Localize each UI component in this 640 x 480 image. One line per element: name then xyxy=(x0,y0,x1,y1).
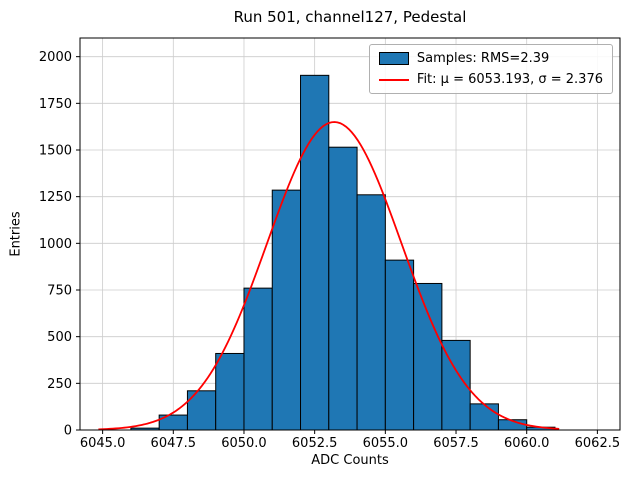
legend-row-samples: Samples: RMS=2.39 xyxy=(378,51,603,66)
histogram-bar xyxy=(271,189,302,431)
x-tick-label: 6062.5 xyxy=(575,436,621,451)
fit-line xyxy=(98,121,560,431)
x-axis-label: ADC Counts xyxy=(311,453,389,468)
histogram-bar xyxy=(215,352,245,431)
y-tick-label: 250 xyxy=(47,377,72,392)
histogram-swatch xyxy=(378,52,409,65)
histogram-bar xyxy=(243,287,273,431)
y-tick-label: 500 xyxy=(47,330,72,345)
histogram-bar xyxy=(328,146,358,431)
x-tick-label: 6045.0 xyxy=(80,436,126,451)
x-tick-label: 6052.5 xyxy=(292,436,338,451)
histogram-bar xyxy=(300,74,330,431)
y-axis-label: Entries xyxy=(8,211,24,257)
histogram-bar xyxy=(356,194,386,431)
fit-line-swatch xyxy=(378,78,409,81)
y-tick-label: 1000 xyxy=(39,237,72,252)
y-tick-label: 1750 xyxy=(39,97,72,112)
y-tick-label: 0 xyxy=(64,424,72,439)
x-tick-label: 6057.5 xyxy=(433,436,479,451)
legend-row-fit: Fit: μ = 6053.193, σ = 2.376 xyxy=(378,72,603,87)
x-tick-label: 6055.0 xyxy=(363,436,409,451)
histogram-bar xyxy=(469,403,499,431)
x-tick-label: 6050.0 xyxy=(221,436,267,451)
y-tick-label: 750 xyxy=(47,284,72,299)
histogram-bar xyxy=(413,282,443,431)
y-tick-label: 1250 xyxy=(39,190,72,205)
y-tick-label: 2000 xyxy=(39,50,72,65)
x-tick-label: 6060.0 xyxy=(504,436,550,451)
legend-fit-label: Fit: μ = 6053.193, σ = 2.376 xyxy=(416,72,603,87)
histogram-bar xyxy=(384,259,415,431)
chart-title: Run 501, channel127, Pedestal xyxy=(233,8,467,26)
axes-spines xyxy=(79,37,621,431)
legend-samples-label: Samples: RMS=2.39 xyxy=(416,51,550,66)
legend: Samples: RMS=2.39 Fit: μ = 6053.193, σ =… xyxy=(368,44,613,94)
y-tick-label: 1500 xyxy=(39,144,72,159)
x-tick-label: 6047.5 xyxy=(151,436,197,451)
